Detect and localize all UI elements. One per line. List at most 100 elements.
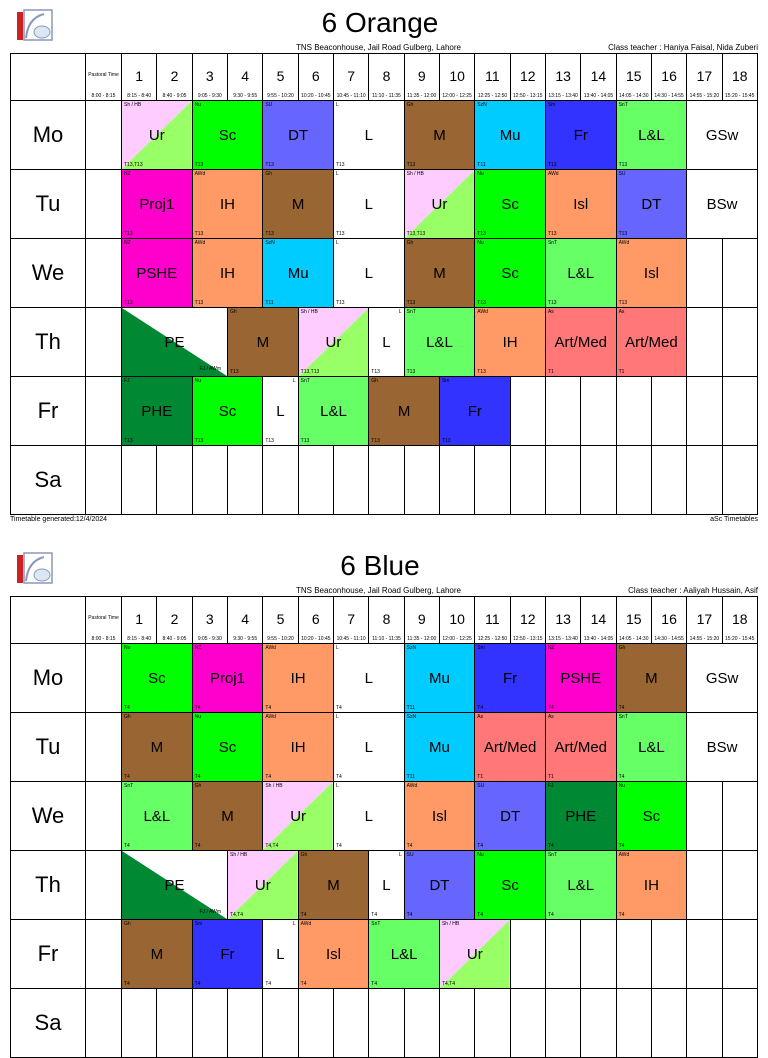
lesson-cell[interactable]: Fr Sm T13 — [438, 376, 511, 446]
lesson-cell[interactable]: L&L SnT T4 — [121, 781, 193, 851]
lesson-cell[interactable]: Mu SzN T11 — [403, 643, 476, 713]
subject-label: L — [364, 126, 373, 144]
period-number: 5 — [276, 68, 285, 84]
lesson-cell[interactable]: Ur Sh / HB T4,T4 — [438, 919, 511, 989]
subject-label: Proj1 — [209, 669, 245, 687]
lesson-cell[interactable]: Art/Med As T1 — [544, 712, 617, 782]
period-time: 14:55 - 15:20 — [689, 93, 720, 99]
lesson-cell[interactable]: DT SU T13 — [615, 169, 688, 239]
lesson-cell[interactable]: Sc Nu T4 — [474, 850, 546, 920]
period-number: 11 — [485, 68, 500, 84]
lesson-cell[interactable]: Mu SzN T11 — [474, 100, 546, 170]
empty-cell — [120, 445, 158, 515]
lesson-cell[interactable]: Isl AWd T13 — [615, 238, 688, 308]
lesson-cell[interactable]: Fr Sm T13 — [544, 100, 617, 170]
lesson-cell[interactable]: Fr Sm T4 — [191, 919, 264, 989]
lesson-cell[interactable]: IH AWd T4 — [615, 850, 688, 920]
lesson-cell[interactable]: L L T13 — [262, 376, 299, 446]
lesson-cell[interactable]: Ur Sh / HB T4,T4 — [226, 850, 299, 920]
day-row-fr: Fr M Gh T4 Fr Sm T4 L L T4 Isl AWd T4 L&L SnT T4 Ur Sh / … — [10, 919, 758, 989]
lesson-cell[interactable]: L L T13 — [332, 238, 405, 308]
lesson-cell[interactable]: IH AWd T4 — [262, 712, 334, 782]
teacher-code: AWd — [477, 309, 488, 315]
lesson-cell[interactable]: Sc Nu T13 — [474, 238, 546, 308]
lesson-cell[interactable]: Isl AWd T4 — [297, 919, 370, 989]
period-number: 2 — [170, 611, 179, 627]
lesson-cell[interactable]: PSHE NZ T4 — [544, 643, 617, 713]
lesson-cell[interactable]: Art/Med As T1 — [474, 712, 546, 782]
lesson-cell[interactable]: M Gh T13 — [403, 100, 476, 170]
lesson-cell[interactable]: Mu SzN T11 — [262, 238, 334, 308]
lesson-cell[interactable]: L&L SnT T13 — [403, 307, 476, 377]
lesson-cell[interactable]: Art/Med As T1 — [615, 307, 688, 377]
lesson-cell[interactable]: BSw — [686, 712, 758, 782]
lesson-cell[interactable]: PE FJ / AWm — [121, 850, 228, 920]
lesson-cell[interactable]: L L T4 — [332, 781, 405, 851]
lesson-cell[interactable]: DT SU T13 — [262, 100, 334, 170]
lesson-cell[interactable]: L L T13 — [332, 100, 405, 170]
lesson-cell[interactable]: L L T4 — [262, 919, 299, 989]
lesson-cell[interactable]: L&L SnT T13 — [615, 100, 688, 170]
lesson-cell[interactable]: Sc Nu T4 — [615, 781, 688, 851]
lesson-cell[interactable]: Ur Sh / HB T13,T13 — [403, 169, 476, 239]
lesson-cell[interactable]: L L T4 — [332, 712, 405, 782]
lesson-cell[interactable]: L&L SnT T13 — [297, 376, 370, 446]
lesson-cell[interactable]: GSw — [686, 643, 758, 713]
lesson-cell[interactable]: PHE FJ T13 — [121, 376, 193, 446]
period-header: 17 14:55 - 15:20 — [686, 596, 723, 644]
lesson-cell[interactable]: BSw — [686, 169, 758, 239]
period-time: 13:15 - 13:40 — [548, 93, 578, 99]
lesson-cell[interactable]: Sc Nu T13 — [474, 169, 546, 239]
lesson-cell[interactable]: Proj1 NZ T13 — [121, 169, 193, 239]
lesson-cell[interactable]: L L T4 — [368, 850, 405, 920]
lesson-cell[interactable]: IH AWd T13 — [191, 169, 264, 239]
lesson-cell[interactable]: M Gh T4 — [121, 712, 193, 782]
lesson-cell[interactable]: IH AWd T13 — [191, 238, 264, 308]
teacher-code: SzN — [406, 714, 417, 720]
lesson-cell[interactable]: L&L SnT T4 — [368, 919, 440, 989]
lesson-cell[interactable]: L L T13 — [368, 307, 405, 377]
lesson-cell[interactable]: Isl AWd T4 — [403, 781, 476, 851]
lesson-cell[interactable]: M Gh T13 — [226, 307, 299, 377]
lesson-cell[interactable]: IH AWd T13 — [474, 307, 546, 377]
lesson-cell[interactable]: M Gh T4 — [121, 919, 193, 989]
pastoral-cell — [85, 307, 122, 377]
lesson-cell[interactable]: Mu SzN T11 — [403, 712, 476, 782]
lesson-cell[interactable]: PE FJ / AWm — [121, 307, 228, 377]
subject-label: M — [221, 807, 234, 825]
lesson-cell[interactable]: M Gh T4 — [615, 643, 688, 713]
lesson-cell[interactable]: Ur Sh / HB T13,T13 — [297, 307, 370, 377]
lesson-cell[interactable]: L L T13 — [332, 169, 405, 239]
lesson-cell[interactable]: GSw — [686, 100, 758, 170]
lesson-cell[interactable]: M Gh T13 — [262, 169, 334, 239]
lesson-cell[interactable]: M Gh T13 — [368, 376, 440, 446]
lesson-cell[interactable]: Fr Sm T4 — [474, 643, 546, 713]
lesson-cell[interactable]: Sc Nu T13 — [191, 100, 264, 170]
subject-label: Proj1 — [139, 195, 175, 213]
lesson-cell[interactable]: PHE FJ T4 — [544, 781, 617, 851]
lesson-cell[interactable]: Sc Nu T4 — [121, 643, 193, 713]
lesson-cell[interactable]: M Gh T4 — [297, 850, 370, 920]
lesson-cell[interactable]: DT SU T4 — [474, 781, 546, 851]
subject-label: L&L — [567, 264, 595, 282]
lesson-cell[interactable]: L&L SnT T13 — [544, 238, 617, 308]
lesson-cell[interactable]: L L T4 — [332, 643, 405, 713]
lesson-cell[interactable]: M Gh T4 — [191, 781, 264, 851]
lesson-cell[interactable]: M Gh T13 — [403, 238, 476, 308]
lesson-cell[interactable]: DT SU T4 — [403, 850, 476, 920]
lesson-cell[interactable]: Art/Med As T1 — [544, 307, 617, 377]
lesson-cell[interactable]: Ur Sh / HB T13,T13 — [121, 100, 193, 170]
class-teacher: Class teacher : Aaliyah Hussain, Asif — [628, 586, 758, 595]
lesson-cell[interactable]: PSHE NZ T13 — [121, 238, 193, 308]
lesson-cell[interactable]: Isl AWd T13 — [544, 169, 617, 239]
room-code: T11 — [265, 300, 274, 306]
room-code: T4 — [335, 774, 342, 780]
lesson-cell[interactable]: Sc Nu T4 — [191, 712, 264, 782]
lesson-cell[interactable]: IH AWd T4 — [262, 643, 334, 713]
lesson-cell[interactable]: Ur Sh / HB T4,T4 — [262, 781, 334, 851]
lesson-cell[interactable]: Proj1 NZ T4 — [191, 643, 264, 713]
subject-label: Ur — [290, 807, 307, 825]
lesson-cell[interactable]: L&L SnT T4 — [615, 712, 688, 782]
lesson-cell[interactable]: Sc Nu T13 — [191, 376, 264, 446]
lesson-cell[interactable]: L&L SnT T4 — [544, 850, 617, 920]
